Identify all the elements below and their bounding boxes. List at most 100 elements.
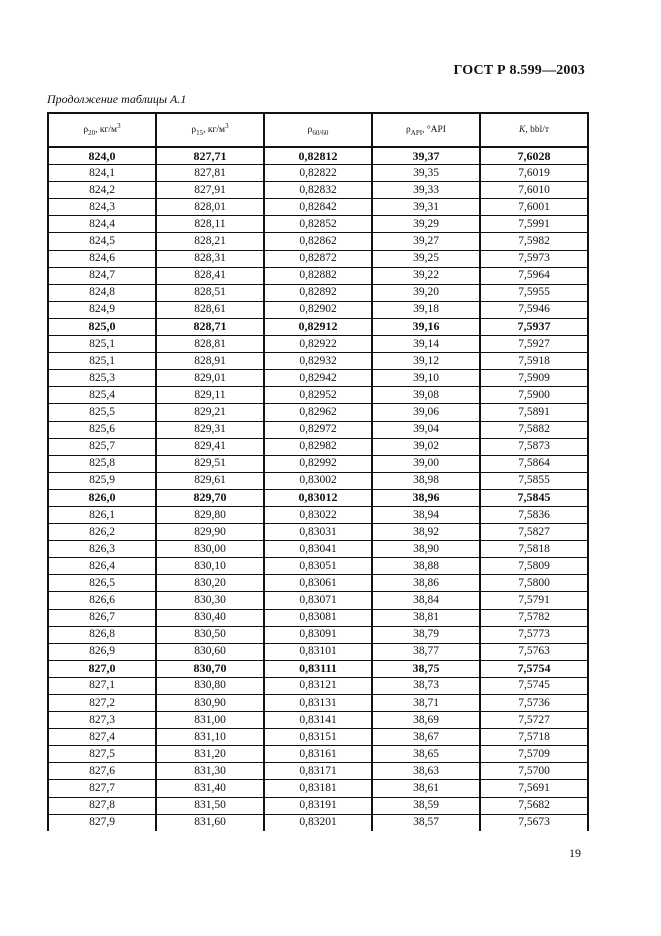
table-cell: 7,6028 [479, 146, 589, 166]
table-cell: 825,9 [47, 471, 157, 490]
table-cell: 39,14 [371, 335, 481, 354]
table-cell: 0,82842 [263, 198, 373, 217]
table-row: 825,8 829,51 0,82992 39,00 7,5864 [47, 454, 589, 473]
table-cell: 0,82932 [263, 352, 373, 371]
table-cell: 0,83012 [263, 488, 373, 507]
table-cell: 39,33 [371, 181, 481, 200]
table-cell: 0,82812 [263, 146, 373, 166]
table-cell: 0,82992 [263, 454, 373, 473]
table-cell: 39,18 [371, 300, 481, 319]
table-row: 827,6 831,30 0,83171 38,63 7,5700 [47, 762, 589, 781]
table-row: 827,3 831,00 0,83141 38,69 7,5727 [47, 711, 589, 730]
table-cell: 825,0 [47, 317, 157, 337]
column-header-sym: ρ [406, 125, 411, 136]
table-cell: 38,59 [371, 796, 481, 815]
table-cell: 7,5909 [479, 369, 589, 388]
table-cell: 0,83171 [263, 762, 373, 781]
table-cell: 826,0 [47, 488, 157, 507]
table-cell: 824,3 [47, 198, 157, 217]
table-cell: 0,83141 [263, 711, 373, 730]
table-cell: 831,20 [155, 745, 265, 764]
table-row: 826,4 830,10 0,83051 38,88 7,5809 [47, 557, 589, 576]
column-header-sub: 60/60 [312, 129, 329, 138]
table-cell: 38,69 [371, 711, 481, 730]
table-cell: 0,82962 [263, 403, 373, 422]
table-cell: 39,29 [371, 215, 481, 234]
table-cell: 828,21 [155, 232, 265, 251]
table-cell: 38,98 [371, 471, 481, 490]
table-cell: 830,10 [155, 557, 265, 576]
table-row: 826,9 830,60 0,83101 38,77 7,5763 [47, 642, 589, 661]
table-cell: 827,5 [47, 745, 157, 764]
table-row: 824,1 827,81 0,82822 39,35 7,6019 [47, 164, 589, 183]
table-cell: 7,5882 [479, 420, 589, 439]
table-cell: 38,94 [371, 505, 481, 525]
column-header-unit: , bbl/т [525, 125, 550, 136]
table-row: 827,2 830,90 0,83131 38,71 7,5736 [47, 693, 589, 713]
table-cell: 825,8 [47, 454, 157, 473]
table-cell: 7,5836 [479, 505, 589, 525]
table-cell: 0,82872 [263, 249, 373, 268]
table-cell: 7,5982 [479, 232, 589, 251]
table-row: 825,5 829,21 0,82962 39,06 7,5891 [47, 403, 589, 422]
table-cell: 39,27 [371, 232, 481, 251]
table-cell: 829,80 [155, 505, 265, 525]
table-cell: 828,91 [155, 352, 265, 371]
table-caption: Продолжение таблицы А.1 [47, 92, 187, 106]
column-header-sym: ρ [191, 125, 197, 136]
table-cell: 825,1 [47, 352, 157, 371]
table-cell: 7,5763 [479, 642, 589, 661]
table-cell: 0,82952 [263, 386, 373, 405]
table-row: 826,3 830,00 0,83041 38,90 7,5818 [47, 540, 589, 559]
table-cell: 0,83022 [263, 505, 373, 525]
table-cell: 826,8 [47, 625, 157, 644]
table-cell: 0,83061 [263, 574, 373, 593]
table-cell: 826,2 [47, 523, 157, 542]
table-cell: 831,50 [155, 796, 265, 815]
table-cell: 7,5727 [479, 711, 589, 730]
table-row: 825,1 828,81 0,82922 39,14 7,5927 [47, 335, 589, 354]
table-row: 827,9 831,60 0,83201 38,57 7,5673 [47, 813, 589, 831]
table-cell: 827,91 [155, 181, 265, 200]
document-code: ГОСТ Р 8.599—2003 [453, 63, 585, 78]
table-cell: 824,9 [47, 300, 157, 319]
table-cell: 0,83191 [263, 796, 373, 815]
table-row: 826,8 830,50 0,83091 38,79 7,5773 [47, 625, 589, 644]
table-cell: 829,21 [155, 403, 265, 422]
table-cell: 830,70 [155, 659, 265, 678]
table-row: 827,8 831,50 0,83191 38,59 7,5682 [47, 796, 589, 815]
table-cell: 0,83002 [263, 471, 373, 490]
table-cell: 824,2 [47, 181, 157, 200]
table-cell: 7,6019 [479, 164, 589, 183]
table-cell: 824,7 [47, 266, 157, 285]
table-cell: 7,5845 [479, 488, 589, 507]
table-cell: 830,40 [155, 608, 265, 627]
table-cell: 0,83071 [263, 591, 373, 610]
table-row: 827,1 830,80 0,83121 38,73 7,5745 [47, 676, 589, 696]
table-cell: 39,20 [371, 283, 481, 302]
table-cell: 39,04 [371, 420, 481, 439]
column-header-unit: , кг/м [95, 125, 118, 136]
table-cell: 829,31 [155, 420, 265, 439]
column-header-sup: 3 [117, 121, 121, 130]
table-cell: 38,84 [371, 591, 481, 610]
table-cell: 824,5 [47, 232, 157, 251]
table-cell: 827,7 [47, 779, 157, 798]
table-cell: 827,8 [47, 796, 157, 815]
table-cell: 38,79 [371, 625, 481, 644]
table-cell: 7,5973 [479, 249, 589, 268]
table-cell: 0,83201 [263, 813, 373, 831]
table-cell: 0,82822 [263, 164, 373, 183]
table-cell: 0,83181 [263, 779, 373, 798]
table-cell: 0,82892 [263, 283, 373, 302]
table-cell: 38,77 [371, 642, 481, 661]
table-cell: 0,83151 [263, 728, 373, 747]
table-cell: 7,5754 [479, 659, 589, 678]
table-cell: 38,81 [371, 608, 481, 627]
table-cell: 831,10 [155, 728, 265, 747]
table-cell: 830,80 [155, 676, 265, 696]
table-cell: 39,08 [371, 386, 481, 405]
table-cell: 831,60 [155, 813, 265, 831]
table-cell: 38,75 [371, 659, 481, 678]
table-cell: 7,5800 [479, 574, 589, 593]
